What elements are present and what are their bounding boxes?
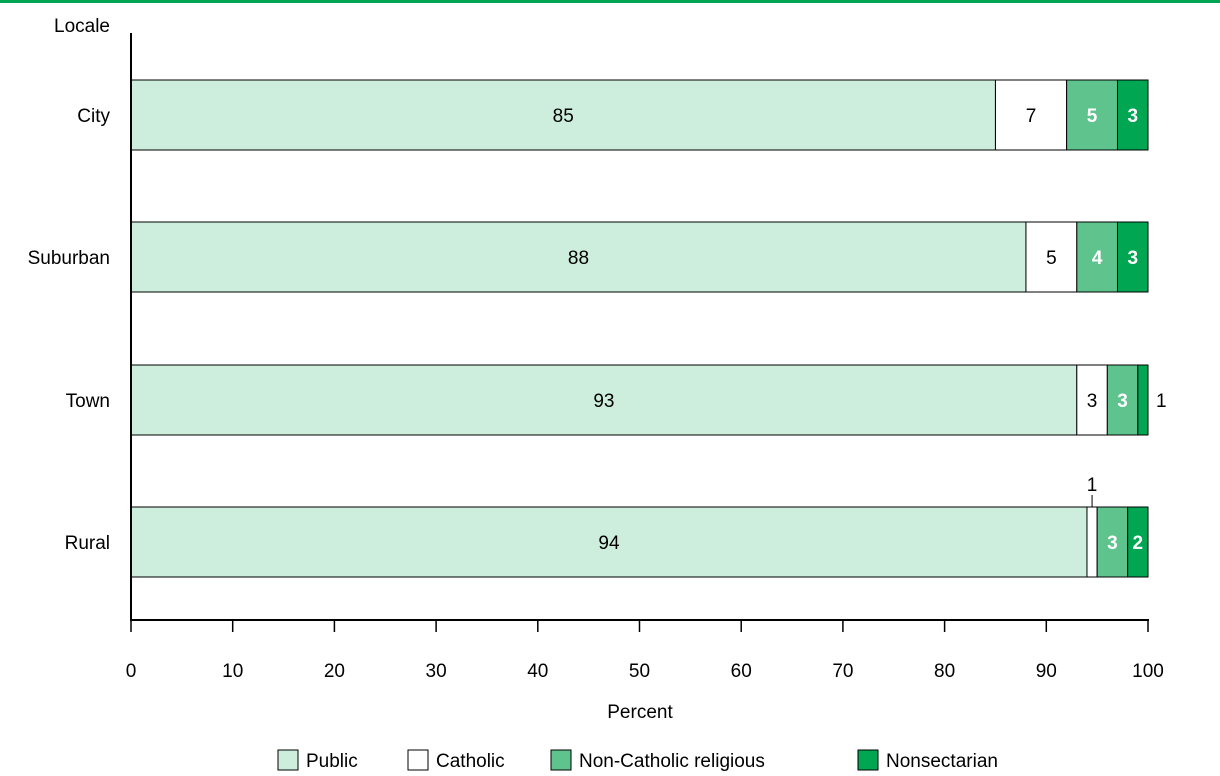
x-axis-title: Percent <box>607 702 673 723</box>
x-tick-label: 70 <box>832 661 853 682</box>
bar-segment <box>1116 221 1149 293</box>
bar-segment <box>130 364 1078 436</box>
data-label: 88 <box>568 248 589 269</box>
data-label: 1 <box>1087 475 1098 496</box>
x-tick-label: 50 <box>629 661 650 682</box>
legend: Public Catholic Non-Catholic religious Nons… <box>277 749 998 772</box>
bar-segment <box>130 79 996 151</box>
category-label: City <box>77 106 110 127</box>
legend-label: Nonsectarian <box>886 751 998 772</box>
legend-label: Catholic <box>436 751 505 772</box>
x-tick-label: 80 <box>934 661 955 682</box>
category-label: Rural <box>65 533 110 554</box>
x-tick-label: 0 <box>126 661 137 682</box>
x-tick-label: 10 <box>222 661 243 682</box>
x-tick-label: 60 <box>731 661 752 682</box>
category-label: Suburban <box>28 248 110 269</box>
top-rule <box>0 0 1220 3</box>
data-label: 85 <box>553 106 574 127</box>
legend-swatch <box>277 749 299 771</box>
data-label: 2 <box>1133 533 1144 554</box>
data-label: 3 <box>1127 248 1138 269</box>
data-label: 4 <box>1092 248 1103 269</box>
bar-segment <box>130 221 1027 293</box>
data-label: 93 <box>593 391 614 412</box>
x-tick-label: 90 <box>1036 661 1057 682</box>
ticks-layer: 0 10 20 30 40 50 60 70 80 90 100 <box>126 620 1164 682</box>
axes-layer: Locale Percent <box>54 16 1149 723</box>
bar-segment <box>1116 79 1149 151</box>
x-tick-label: 30 <box>426 661 447 682</box>
legend-label: Public <box>306 751 358 772</box>
legend-swatch <box>857 749 879 771</box>
legend-swatch <box>407 749 429 771</box>
data-label: 5 <box>1087 106 1098 127</box>
legend-swatch <box>550 749 572 771</box>
bar-segment <box>994 79 1068 151</box>
data-label: 94 <box>598 533 620 554</box>
data-label: 3 <box>1107 533 1118 554</box>
bar-segment <box>1106 364 1139 436</box>
bar-segment <box>1076 221 1118 293</box>
bar-segment <box>1127 506 1149 578</box>
x-tick-label: 40 <box>527 661 548 682</box>
data-label: 1 <box>1156 391 1167 412</box>
bar-segment <box>130 506 1088 578</box>
bar-segment <box>1137 364 1149 436</box>
legend-label: Non-Catholic religious <box>579 751 765 772</box>
data-label: 3 <box>1117 391 1128 412</box>
data-label: 5 <box>1046 248 1057 269</box>
data-label: 3 <box>1087 391 1098 412</box>
x-tick-label: 100 <box>1132 661 1164 682</box>
data-label: 7 <box>1026 106 1037 127</box>
x-tick-label: 20 <box>324 661 345 682</box>
category-label: Town <box>66 391 110 412</box>
bar-segment <box>1096 506 1129 578</box>
data-label: 3 <box>1127 106 1138 127</box>
y-axis-title: Locale <box>54 16 110 37</box>
bar-segment <box>1025 221 1078 293</box>
bar-segment <box>1076 364 1108 436</box>
bar-segment <box>1086 506 1098 578</box>
